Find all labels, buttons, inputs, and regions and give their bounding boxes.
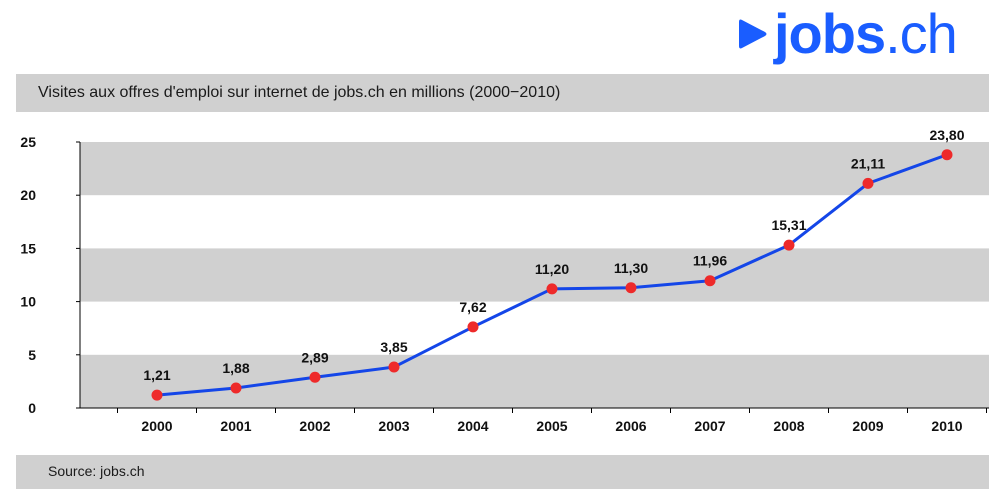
data-point xyxy=(467,321,479,333)
data-label: 21,11 xyxy=(851,155,885,171)
data-point xyxy=(625,282,637,294)
data-point xyxy=(783,239,795,251)
chart-title: Visites aux offres d'emploi sur internet… xyxy=(38,84,561,101)
data-label: 1,88 xyxy=(222,360,249,376)
data-label: 2,89 xyxy=(301,349,328,365)
x-tick-label: 2002 xyxy=(299,418,330,434)
source-bar: Source: jobs.ch xyxy=(16,455,989,489)
x-tick-label: 2001 xyxy=(220,418,251,434)
x-tick-label: 2007 xyxy=(694,418,725,434)
chart-title-bar: Visites aux offres d'emploi sur internet… xyxy=(16,74,989,112)
data-label: 11,20 xyxy=(535,261,569,277)
y-tick-label: 15 xyxy=(20,240,36,256)
data-label: 3,85 xyxy=(380,339,407,355)
y-tick-label: 20 xyxy=(20,187,36,203)
data-label: 1,21 xyxy=(143,367,170,383)
x-tick-label: 2010 xyxy=(931,418,962,434)
logo-wordmark: jobs.ch xyxy=(774,6,958,62)
data-point xyxy=(546,283,558,295)
data-point xyxy=(151,389,163,401)
x-tick-label: 2000 xyxy=(141,418,172,434)
data-point xyxy=(388,361,400,373)
data-point xyxy=(862,177,874,189)
y-tick-label: 10 xyxy=(20,294,36,310)
y-tick-label: 0 xyxy=(28,400,36,416)
data-point xyxy=(941,149,953,161)
data-label: 23,80 xyxy=(929,127,964,143)
jobs-ch-logo: jobs.ch xyxy=(738,6,958,62)
x-tick-label: 2004 xyxy=(457,418,488,434)
grid-band xyxy=(80,248,989,302)
source-note: Source: jobs.ch xyxy=(48,463,145,479)
play-triangle-icon xyxy=(739,19,767,49)
data-label: 7,62 xyxy=(459,299,486,315)
x-tick-label: 2008 xyxy=(773,418,804,434)
data-label: 11,96 xyxy=(693,253,727,269)
x-tick-label: 2005 xyxy=(536,418,567,434)
grid-band xyxy=(80,142,989,196)
logo-text-main: jobs xyxy=(774,2,886,65)
grid-band xyxy=(80,354,989,408)
data-point xyxy=(704,275,716,287)
data-point xyxy=(309,371,321,383)
data-label: 11,30 xyxy=(614,260,648,276)
x-tick-label: 2009 xyxy=(852,418,883,434)
y-tick-label: 25 xyxy=(20,134,36,150)
data-point xyxy=(230,382,242,394)
line-chart: 0 5 10 15 20 25 2000 2001 2002 2003 2004 2005 2006 20… xyxy=(20,127,989,434)
x-tick-label: 2006 xyxy=(615,418,646,434)
y-tick-label: 5 xyxy=(28,347,36,363)
x-tick-label: 2003 xyxy=(378,418,409,434)
data-label: 15,31 xyxy=(771,217,806,233)
logo-text-suffix: .ch xyxy=(885,2,958,65)
